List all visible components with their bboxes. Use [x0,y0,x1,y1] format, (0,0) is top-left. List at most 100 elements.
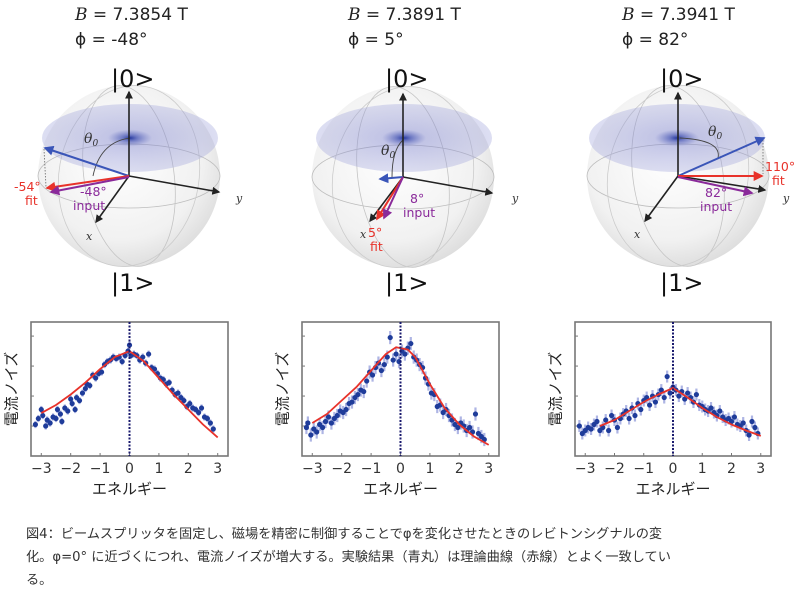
x-tick-label: 0 [125,461,134,477]
data-point [749,418,755,425]
data-point [98,369,105,375]
y-axis-label: 電流ノイズ [3,352,21,427]
theta-label: θ0 [708,124,722,142]
data-point [334,412,340,419]
ket-one-label: |1> [385,269,428,297]
fit-word-label: fit [370,239,383,254]
x-tick-label: 3 [213,461,222,477]
data-point [328,420,335,426]
data-point [752,424,758,431]
data-point [76,397,83,404]
x-tick-label: −1 [361,461,382,477]
data-point [68,396,74,402]
data-point [314,429,320,435]
caption-line-3: る。 [26,573,53,588]
ket-one-label: |1> [660,269,703,297]
data-point [204,415,211,422]
data-point [393,351,399,357]
figure-caption: 図4：ビームスプリッタを固定し、磁場を精密に制御することでφを変化させたときのレ… [26,523,786,592]
data-point [664,373,670,380]
data-point [305,420,311,426]
data-point [685,390,691,396]
field-value: = 7.3891 T [360,5,461,25]
fit-word-label: fit [772,173,785,188]
state-vector [677,136,766,177]
data-point [43,423,49,429]
x-axis-label: エネルギー [635,480,710,498]
y-axis-label: 電流ノイズ [274,352,292,427]
x-tick-label: 2 [184,461,193,477]
data-point [667,390,673,396]
data-point [187,400,193,407]
data-point [646,402,653,408]
field-symbol: B [622,5,635,25]
theta-arc [92,137,131,177]
input-vector [49,176,130,196]
fit-angle-label: 110° [765,159,795,174]
data-point [322,418,329,425]
data-point [181,397,187,404]
data-point [588,426,594,432]
theta-label: θ0 [84,131,98,149]
x-tick-label: 1 [425,461,434,477]
fit-angle-label: 5° [368,225,382,240]
data-point [87,382,93,389]
ket-zero-label: |0> [111,65,154,93]
x-tick-label: 1 [154,461,163,477]
panel-3-phi-label: ϕ = 82° [622,30,689,50]
data-point [355,391,361,398]
data-point [603,417,609,423]
data-point [676,393,682,399]
x-axis-label: x [634,228,641,241]
noise-plot-2: −3 −2 −1 0 1 2 3 エネルギー 電流ノイズ [274,321,500,498]
x-tick-label: 0 [396,461,405,477]
data-point [72,406,78,413]
data-point [378,367,384,374]
data-point [166,379,172,386]
data-point [626,415,632,422]
x-tick-label: −1 [633,461,654,477]
data-point [38,406,44,413]
bloch-sphere-2: θ0 y x 5° fit 8° input |0> |1> [311,65,519,297]
x-tick-label: −1 [90,461,111,477]
x-tick-label: −3 [302,461,323,477]
data-point [594,418,600,425]
caption-line-1: 図4：ビームスプリッタを固定し、磁場を精密に制御することでφを変化させたときのレ… [26,527,663,542]
data-point [384,354,390,360]
data-point [146,351,152,357]
fit-vector [45,175,130,192]
data-point [381,361,387,368]
x-tick-label: 0 [669,461,678,477]
data-point [53,415,59,422]
data-point [746,432,752,438]
data-point [369,372,376,378]
state-vector [43,145,130,177]
data-point [717,408,723,414]
state-distribution-disc [589,104,765,172]
y-axis-label: y [782,192,790,205]
data-point [387,334,393,341]
x-tick-label: 2 [455,461,464,477]
data-point [466,424,473,431]
x-tick-label: −3 [575,461,596,477]
data-point [35,415,41,422]
bloch-sphere-3: θ0 y x 110° fit 82° input |0> |1> [586,65,795,297]
panel-2-phi-label: ϕ = 5° [348,30,404,50]
data-point [658,387,664,393]
x-tick-label: 1 [698,461,707,477]
x-tick-label: −3 [31,461,52,477]
fit-curve [311,346,490,446]
x-tick-label: 3 [484,461,493,477]
input-word-label: input [700,199,732,214]
noise-plot-3: −3 −2 −1 0 1 2 3 エネルギー 電流ノイズ [547,321,772,498]
data-point [207,420,213,426]
data-point [40,412,46,419]
panel-1-field-label: B = 7.3854 T [75,3,188,27]
fit-curve [599,387,762,437]
data-point [740,420,746,426]
data-point [32,421,39,428]
ket-one-label: |1> [111,269,154,297]
data-point [472,411,479,417]
data-point [79,390,86,396]
data-point [661,394,667,401]
